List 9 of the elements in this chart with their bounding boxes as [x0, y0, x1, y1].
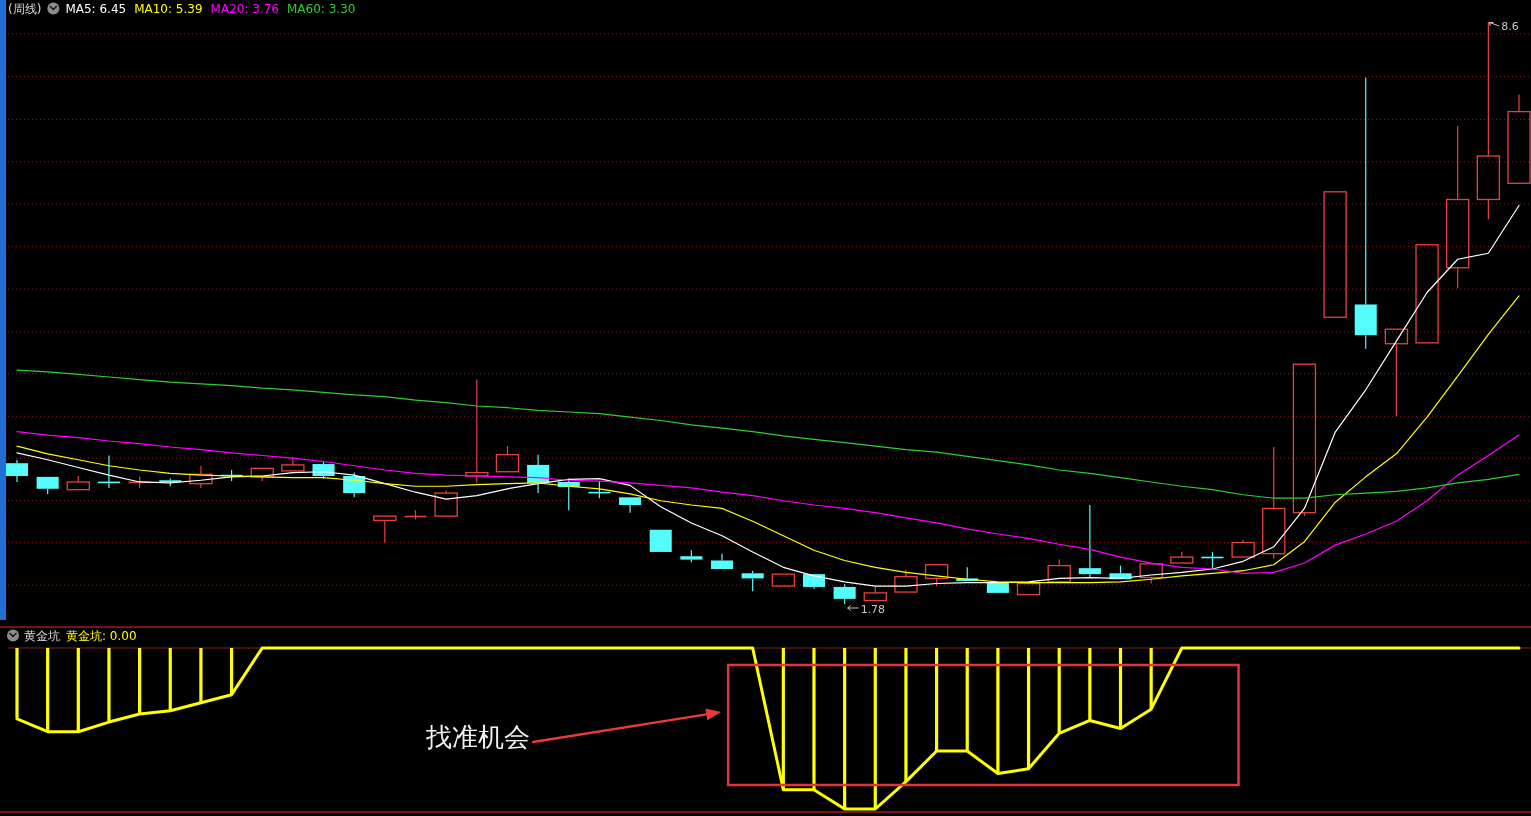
- header: 黄金坑 黄金坑: 0.00: [7, 629, 137, 643]
- annotation: 8.6: [1501, 20, 1519, 33]
- annotation: 1.78: [860, 602, 886, 616]
- note: 8.6: [1488, 20, 1519, 33]
- chart-title: (周线): [8, 2, 42, 16]
- chart-title: 黄金坑: [24, 629, 60, 643]
- header: (周线) MA5: 6.45 MA10: 5.39 MA20: 3.76 MA60: 3.30: [8, 2, 356, 16]
- note: 1.78: [847, 602, 886, 616]
- note: 找准机会: [426, 722, 531, 752]
